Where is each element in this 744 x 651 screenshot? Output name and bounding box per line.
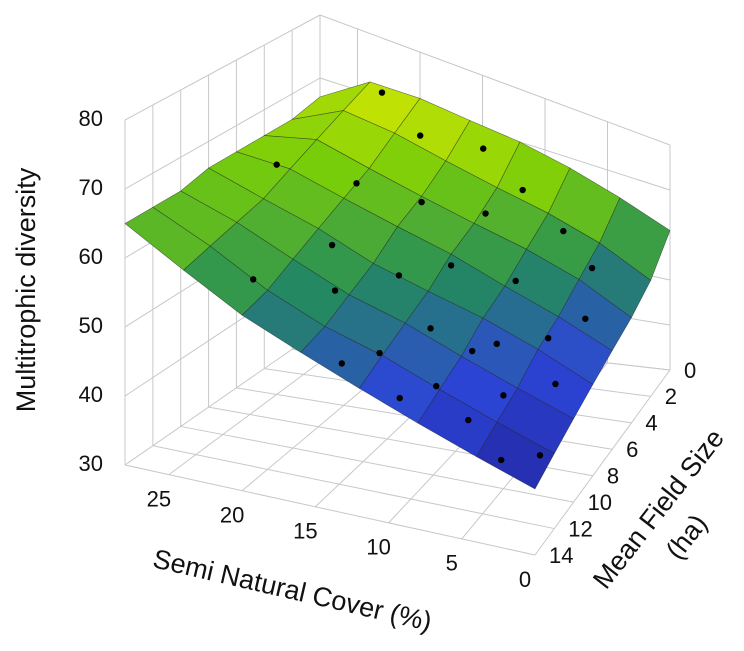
data-point (468, 347, 476, 355)
x-tick-label: 20 (220, 503, 244, 528)
x-axis-title: Semi Natural Cover (%) (150, 543, 435, 636)
data-point (512, 277, 519, 285)
y-tick-label: 4 (645, 411, 657, 436)
grid-line (534, 369, 671, 556)
grid-line (152, 445, 555, 530)
x-tick-label: 10 (366, 535, 390, 560)
data-point (331, 287, 339, 294)
z-tick-label: 50 (79, 313, 103, 338)
data-point (353, 180, 360, 187)
grid-line (124, 77, 321, 190)
y-tick-label: 2 (665, 384, 677, 409)
data-point (560, 227, 567, 235)
y-tick-label: 12 (568, 516, 592, 541)
data-point (250, 276, 257, 283)
data-point (376, 349, 383, 357)
data-point (417, 132, 424, 139)
data-point (338, 360, 345, 367)
grid-line (319, 14, 671, 146)
surface (124, 81, 671, 490)
data-point (493, 340, 500, 348)
data-point (482, 210, 489, 217)
data-point (396, 394, 403, 402)
z-tick-label: 40 (79, 382, 103, 407)
data-point (395, 272, 403, 279)
grid-line (124, 329, 321, 466)
y-tick-label: 8 (607, 464, 619, 489)
points (250, 89, 596, 464)
data-point (552, 380, 559, 388)
data-point (480, 145, 487, 152)
x-tick-label: 5 (446, 551, 458, 576)
z-axis-title: Multitrophic diversity (11, 167, 41, 412)
grid-line (124, 14, 321, 121)
y-tick-label: 6 (626, 437, 638, 462)
data-point (536, 452, 544, 459)
x-tick-label: 0 (519, 567, 531, 592)
data-point (427, 325, 434, 332)
z-tick-label: 80 (79, 106, 103, 131)
y-tick-label: 0 (684, 358, 696, 383)
y-tick-label: 10 (588, 490, 612, 515)
data-point (273, 161, 280, 168)
data-point (433, 382, 440, 390)
surface-patch (476, 421, 555, 490)
data-point (418, 198, 425, 206)
data-point (378, 89, 386, 96)
data-point (465, 416, 472, 424)
data-point (497, 456, 505, 464)
z-tick-label: 60 (79, 244, 103, 269)
grid-line (124, 464, 536, 556)
data-point (588, 264, 596, 272)
z-tick-label: 70 (79, 175, 103, 200)
z-tick-label: 30 (79, 451, 103, 476)
grid-line (180, 425, 574, 503)
data-point (545, 334, 552, 342)
x-tick-label: 25 (147, 486, 171, 511)
data-point (519, 186, 526, 194)
data-point (328, 241, 336, 249)
data-point (447, 262, 455, 269)
data-point (500, 392, 507, 399)
y-tick-label: 14 (549, 543, 573, 568)
data-point (582, 315, 589, 322)
x-tick-label: 15 (293, 519, 317, 544)
